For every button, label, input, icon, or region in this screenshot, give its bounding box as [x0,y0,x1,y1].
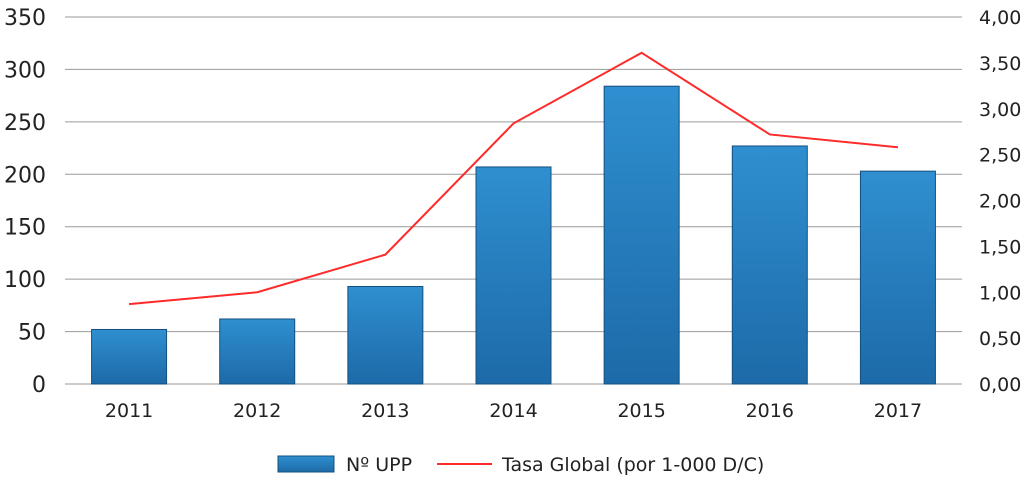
x-tick-label: 2012 [233,400,281,422]
right-y-tick-label: 1,00 [979,282,1021,304]
right-y-tick-label: 2,50 [979,145,1021,167]
x-tick-label: 2014 [489,400,537,422]
x-tick-label: 2015 [617,400,665,422]
right-y-tick-label: 3,50 [979,53,1021,75]
x-axis: 2011 2012 2013 2014 2015 2016 2017 [105,400,922,422]
legend-line-label: Tasa Global (por 1-000 D/C) [501,454,764,476]
bar-2012 [219,318,296,385]
left-y-tick-label: 300 [4,58,46,83]
left-y-axis: 0 50 100 150 200 250 300 350 [4,6,46,398]
left-y-tick-label: 150 [4,216,46,241]
legend: Nº UPP Tasa Global (por 1-000 D/C) [277,454,764,476]
x-tick-label: 2017 [874,400,922,422]
bar-2016 [731,145,808,385]
right-y-tick-label: 1,50 [979,236,1021,258]
left-y-tick-label: 100 [4,268,46,293]
x-tick-label: 2011 [105,400,153,422]
bar-series [91,85,936,385]
bar-2014 [475,166,552,385]
left-y-tick-label: 250 [4,111,46,136]
bar-2011 [91,328,168,385]
tasa-global-line [128,51,899,306]
right-y-tick-label: 0,00 [979,374,1021,396]
bar-2013 [347,285,424,385]
bar-2015 [603,85,680,385]
right-y-tick-label: 2,00 [979,191,1021,213]
line-series [128,51,899,306]
left-y-tick-label: 200 [4,163,46,188]
left-y-tick-label: 350 [4,6,46,31]
right-y-axis: 0,00 0,50 1,00 1,50 2,00 2,50 3,00 3,50 4,00 [979,7,1021,396]
right-y-tick-label: 0,50 [979,328,1021,350]
legend-bar-label: Nº UPP [346,454,412,476]
x-tick-label: 2013 [361,400,409,422]
x-tick-label: 2016 [746,400,794,422]
right-y-tick-label: 3,00 [979,99,1021,121]
left-y-tick-label: 0 [32,373,46,398]
legend-bar-swatch [277,455,335,473]
right-y-tick-label: 4,00 [979,7,1021,29]
left-y-tick-label: 50 [18,321,46,346]
bar-2017 [859,170,936,385]
